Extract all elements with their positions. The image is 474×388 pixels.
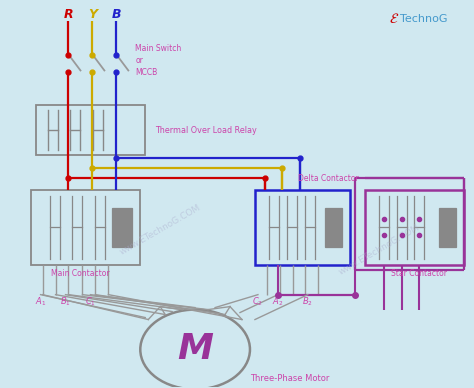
Text: Main Contactor: Main Contactor (51, 269, 110, 278)
Text: TechnoG: TechnoG (400, 14, 447, 24)
Text: Main Switch
or
MCCB: Main Switch or MCCB (135, 44, 182, 77)
Text: $B_1$: $B_1$ (60, 296, 71, 308)
Text: Y: Y (88, 8, 97, 21)
Text: B: B (111, 8, 121, 21)
Text: $A_2$: $A_2$ (272, 296, 283, 308)
Bar (112, 208, 132, 247)
Text: $B_2$: $B_2$ (302, 296, 313, 308)
Text: $C_1$: $C_1$ (85, 296, 96, 308)
Bar (36, 105, 145, 155)
Text: Three-Phase Motor: Three-Phase Motor (250, 374, 329, 383)
Text: $C_2$: $C_2$ (253, 296, 264, 308)
Text: Star Contactor: Star Contactor (392, 269, 447, 278)
Text: Delta Contactor: Delta Contactor (298, 173, 358, 183)
Text: Thermal Over Load Relay: Thermal Over Load Relay (155, 126, 257, 135)
Bar (365, 190, 465, 265)
Text: R: R (64, 8, 73, 21)
Text: M: M (177, 333, 213, 366)
Bar (325, 208, 342, 247)
Bar (439, 208, 456, 247)
Text: www.ETechnoG.COM: www.ETechnoG.COM (337, 223, 422, 277)
Text: $A_1$: $A_1$ (35, 296, 46, 308)
Bar (255, 190, 350, 265)
Text: www.ETechnoG.COM: www.ETechnoG.COM (118, 203, 202, 257)
Text: $\mathcal{E}$: $\mathcal{E}$ (390, 12, 400, 26)
Bar (31, 190, 140, 265)
